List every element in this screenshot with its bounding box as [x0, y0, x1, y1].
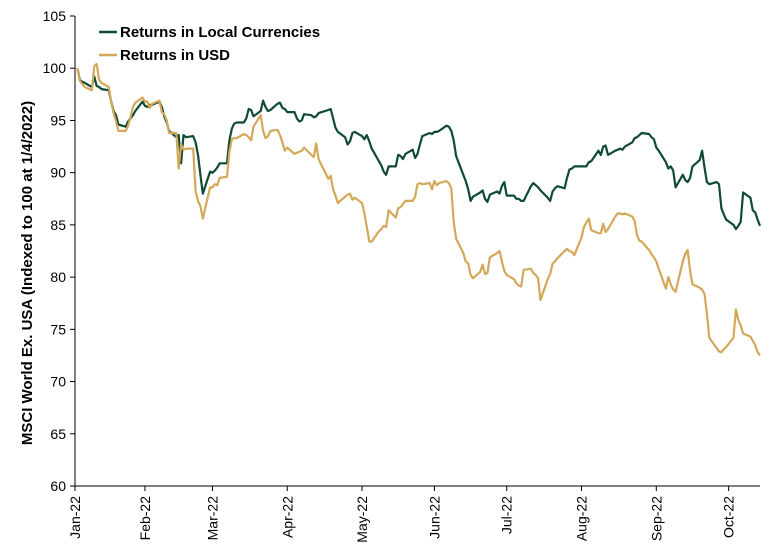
x-tick-label: Oct-22 [721, 496, 737, 538]
x-tick-label: Jul-22 [499, 496, 515, 534]
x-tick-label: Sep-22 [648, 496, 664, 541]
series-lines [76, 62, 762, 357]
y-axis-label: MSCI World Ex. USA (Indexed to 100 at 1/… [19, 101, 36, 445]
x-tick-label: Apr-22 [279, 496, 295, 538]
y-axis: 60 65 70 75 80 85 90 95 100 105 [43, 8, 75, 494]
y-tick-label: 85 [50, 217, 66, 233]
series-line-local-currencies [76, 67, 762, 231]
legend: Returns in Local Currencies Returns in US… [99, 24, 320, 64]
y-tick-label: 60 [50, 478, 66, 494]
y-tick-label: 65 [50, 426, 66, 442]
y-tick-label: 95 [50, 112, 66, 128]
x-tick-label: Aug-22 [574, 496, 590, 541]
x-tick-label: Jan-22 [67, 496, 83, 539]
x-tick-label: Jun-22 [426, 496, 442, 539]
legend-label: Returns in Local Currencies [120, 24, 320, 41]
y-tick-label: 75 [50, 321, 66, 337]
legend-label: Returns in USD [120, 47, 230, 64]
y-tick-label: 80 [50, 269, 66, 285]
x-tick-label: May-22 [354, 496, 370, 543]
x-axis: Jan-22 Feb-22 Mar-22 Apr-22 May-22 Jun-22 Jul-… [67, 486, 737, 543]
y-tick-label: 105 [43, 8, 67, 24]
x-tick-label: Mar-22 [204, 496, 220, 541]
plot-area [74, 16, 760, 487]
y-tick-label: 100 [43, 60, 67, 76]
x-tick-label: Feb-22 [137, 496, 153, 541]
series-line-usd [76, 62, 761, 357]
y-tick-label: 90 [50, 165, 66, 181]
y-tick-label: 70 [50, 374, 66, 390]
